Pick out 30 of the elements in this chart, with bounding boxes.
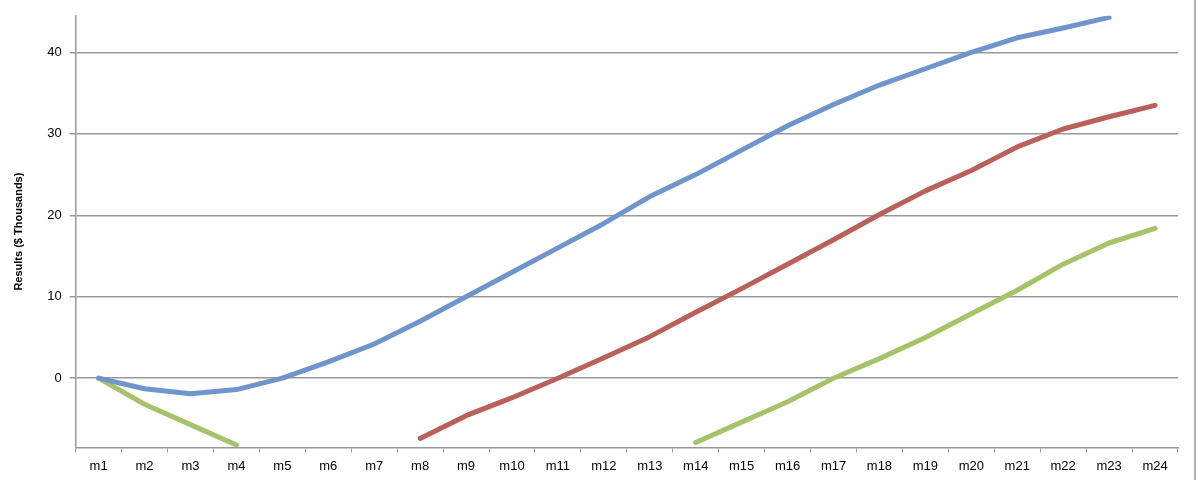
x-tick-label: m23 xyxy=(1096,457,1122,473)
x-tick-label: m4 xyxy=(227,457,246,473)
x-tick-label: m13 xyxy=(637,457,663,473)
x-tick-label: m3 xyxy=(181,457,200,473)
x-tick-label: m2 xyxy=(135,457,154,473)
x-tick-label: m10 xyxy=(499,457,525,473)
y-tick-label: 0 xyxy=(54,369,62,385)
x-tick-label: m16 xyxy=(774,457,801,473)
x-tick-label: m12 xyxy=(591,457,617,473)
x-tick-label: m17 xyxy=(820,457,847,473)
x-tick-label: m6 xyxy=(319,457,338,473)
x-tick-label: m9 xyxy=(457,457,476,473)
x-tick-label: m22 xyxy=(1050,457,1076,473)
y-tick-label: 10 xyxy=(47,288,62,304)
x-tick-label: m18 xyxy=(866,457,893,473)
x-tick-label: m19 xyxy=(912,457,939,473)
y-tick-label: 30 xyxy=(47,125,62,141)
x-tick-label: m24 xyxy=(1142,457,1168,473)
x-tick-label: m21 xyxy=(1004,457,1030,473)
y-tick-label: 20 xyxy=(47,206,62,222)
x-tick-label: m1 xyxy=(89,457,108,473)
x-tick-label: m15 xyxy=(729,457,755,473)
x-tick-label: m8 xyxy=(411,457,430,473)
y-tick-label: 40 xyxy=(47,44,62,60)
y-axis-title: Results ($ Thousands) xyxy=(11,172,24,291)
x-tick-label: m20 xyxy=(958,457,984,473)
x-tick-label: m11 xyxy=(545,457,571,473)
x-tick-label: m14 xyxy=(683,457,709,473)
x-tick-label: m7 xyxy=(365,457,384,473)
x-tick-label: m5 xyxy=(273,457,292,473)
